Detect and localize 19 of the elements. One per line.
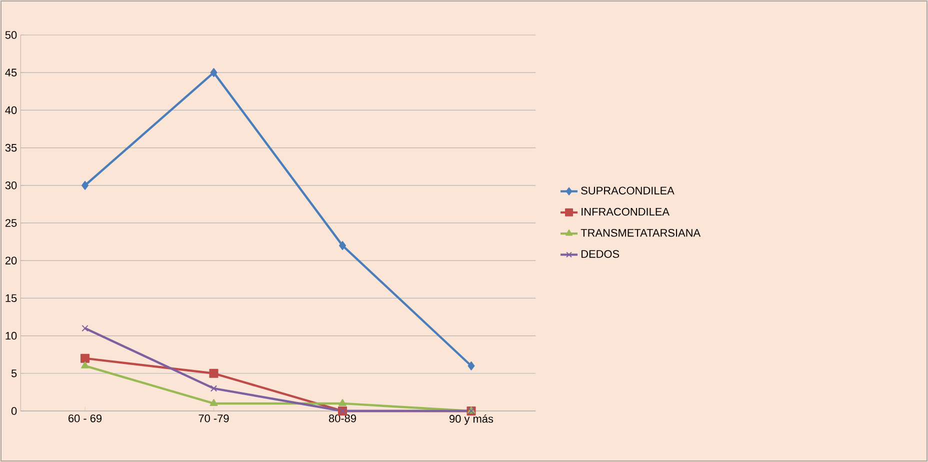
y-tick-label: 0 <box>11 407 17 415</box>
y-tick-label: 5 <box>11 370 17 378</box>
y-tick-label: 35 <box>5 144 17 152</box>
legend-label: INFRACONDILEA <box>582 208 670 216</box>
y-tick-label: 50 <box>5 31 17 39</box>
x-tick-label: 80-89 <box>328 414 356 422</box>
legend-label: DEDOS <box>582 250 620 258</box>
y-tick-label: 20 <box>5 256 17 264</box>
y-tick-label: 40 <box>5 106 17 114</box>
x-tick-label: 70 -79 <box>198 414 229 422</box>
legend-label: SUPRACONDILEA <box>581 186 674 194</box>
y-tick-label: 45 <box>5 68 17 76</box>
y-tick-label: 30 <box>5 182 17 190</box>
y-tick-label: 25 <box>5 219 17 227</box>
y-tick-label: 15 <box>6 294 17 302</box>
x-tick-label: 60 - 69 <box>68 414 102 422</box>
x-tick-label: 90 y más <box>450 414 494 425</box>
legend-label: TRANSMETATARSIANA <box>580 228 701 237</box>
y-tick-label: 10 <box>6 332 17 340</box>
